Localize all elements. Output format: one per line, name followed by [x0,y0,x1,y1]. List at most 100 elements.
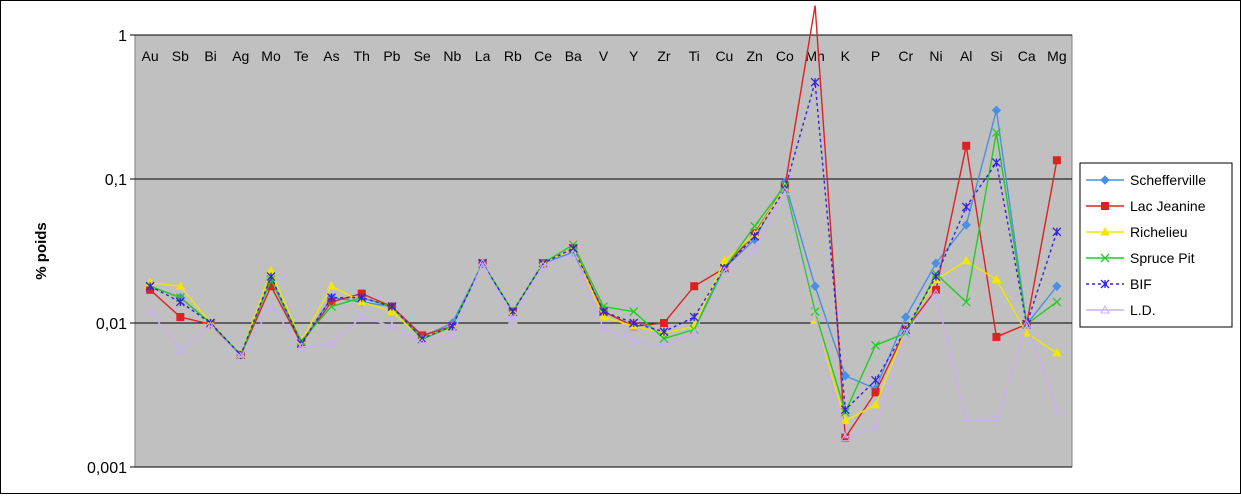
data-point [235,352,246,361]
data-point [175,297,185,307]
data-point [870,421,881,431]
data-point [992,332,1001,341]
x-category-label: Si [990,48,1002,64]
data-point [719,265,730,275]
data-point [961,255,972,265]
data-point [175,344,186,354]
x-category-label: Zr [657,48,671,64]
legend-label: L.D. [1130,302,1156,318]
data-point [659,340,669,349]
data-point [327,302,336,312]
data-point [991,274,1002,284]
y-tick-label: 0,001 [87,460,127,477]
data-point [568,249,579,258]
data-point [629,318,639,328]
data-point [931,258,941,268]
x-category-label: Y [629,48,639,64]
y-tick-label: 1 [118,28,127,45]
data-point [991,415,1002,425]
data-point [719,255,730,265]
data-point [145,306,155,316]
data-point [1052,347,1062,357]
data-point [689,312,699,322]
data-point [870,399,881,409]
data-point [1021,319,1032,328]
series-l-d [145,186,1062,442]
data-point [357,293,367,303]
data-point [810,312,820,321]
data-point [750,231,760,241]
data-point [387,321,397,330]
data-point [961,415,972,425]
x-category-label: Ag [232,48,249,64]
plot-area [134,34,1073,468]
data-point [779,186,790,195]
data-point [1052,227,1062,237]
data-point [840,415,851,425]
data-point [447,330,458,339]
legend: Schefferville Lac Jeanine Richelieu Spruce … [1079,162,1233,328]
data-point [628,335,639,345]
legend-item: Richelieu [1086,224,1188,240]
x-category-label: Rb [504,48,522,64]
data-point [507,314,518,324]
legend-item: L.D. [1086,302,1156,318]
data-point [175,281,186,290]
data-point [296,342,307,351]
data-point [1052,156,1061,165]
y-tick-label: 0,01 [96,316,127,333]
data-point [387,306,397,316]
y-tick-label: 0,1 [105,172,127,189]
legend-item: Spruce Pit [1086,250,1195,266]
data-point [991,128,1001,138]
data-point [1052,297,1062,307]
data-point [991,158,1001,168]
x-category-label: Au [142,48,159,64]
data-point [901,312,911,322]
data-point [871,340,880,350]
legend-item: BIF [1086,276,1152,292]
x-category-label: Sb [172,48,189,64]
data-point [327,293,336,303]
x-category-label: Ce [534,48,552,64]
legend-marker [1100,279,1110,289]
data-point [326,338,337,348]
x-category-label: Cu [715,48,733,64]
data-point [538,260,548,270]
legend-marker [1100,253,1110,263]
legend-box [1079,162,1233,328]
x-category-label: Bi [204,48,216,64]
x-category-label: La [475,48,491,64]
legend-label: Schefferville [1130,172,1206,188]
legend-marker [1100,304,1110,314]
x-category-label: Al [960,48,972,64]
legend-label: Richelieu [1130,224,1188,240]
legend-marker [1101,202,1109,210]
data-point [1052,281,1062,291]
legend-marker [1100,175,1110,185]
data-point [810,281,820,291]
data-point [356,312,367,321]
legend-marker [1100,226,1110,236]
data-point [931,272,941,282]
legend-item: Lac Jeanine [1086,198,1206,214]
data-point [417,338,428,348]
x-category-label: Ba [565,48,582,64]
y-axis-title: % poids [33,222,50,280]
data-point [659,327,669,337]
x-category-label: K [841,48,851,64]
x-category-label: Co [776,48,794,64]
data-point [840,405,850,415]
data-point [599,307,608,317]
x-category-label: Ni [929,48,942,64]
data-point [477,258,488,267]
data-point [176,313,185,322]
data-point [145,281,155,291]
x-category-label: V [599,48,609,64]
data-point [810,77,820,87]
data-point [659,334,669,343]
x-category-label: Zn [746,48,762,64]
data-point [326,281,337,290]
